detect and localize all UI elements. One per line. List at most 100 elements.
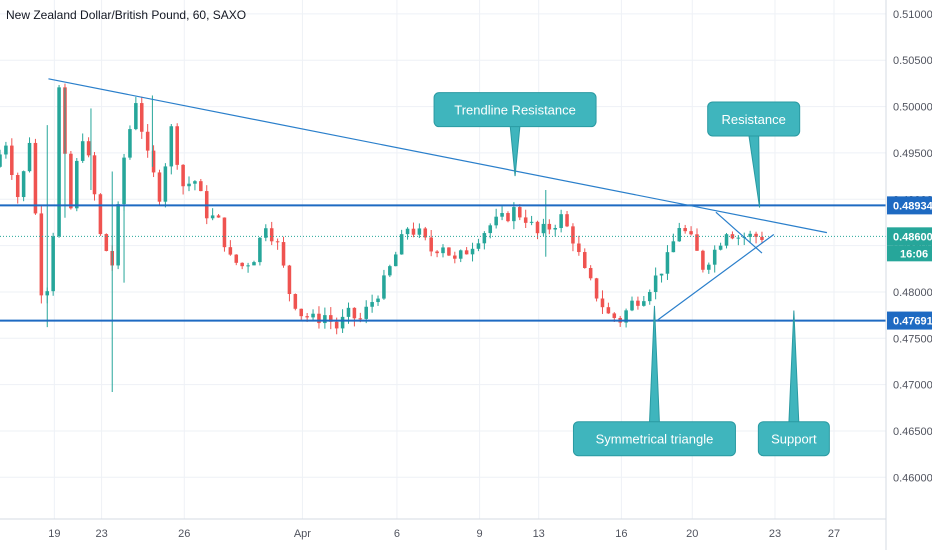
candle-body	[75, 160, 79, 209]
candle-body	[104, 234, 109, 251]
candle-body	[399, 234, 404, 255]
candle-body	[417, 228, 422, 235]
candle-body	[234, 254, 239, 263]
candle-body	[275, 241, 280, 243]
candle-body	[15, 175, 20, 198]
candle-body	[169, 126, 174, 167]
resistance-tag-label: 0.48934	[893, 200, 932, 212]
candle-body	[636, 300, 640, 306]
candle-body	[323, 315, 327, 324]
candle-body	[712, 249, 717, 265]
candle-body	[671, 241, 676, 253]
candle-body	[163, 166, 168, 202]
price-axis[interactable]: 0.510000.505000.500000.495000.490000.485…	[893, 9, 932, 484]
x-tick-label: 20	[686, 528, 698, 540]
y-tick-label: 0.49500	[893, 148, 932, 160]
candle-body	[559, 214, 563, 229]
trendline-resistance	[48, 78, 828, 234]
candle-body	[145, 131, 150, 151]
candle-body	[429, 237, 433, 252]
candle-body	[500, 213, 504, 217]
candle-body	[51, 236, 55, 292]
price-tags: 0.48934 0.47691 0.48600 16:06	[887, 196, 932, 330]
candle-body	[529, 221, 534, 223]
candle-body	[139, 103, 144, 132]
x-tick-label: 9	[477, 528, 483, 540]
candle-body	[447, 247, 451, 256]
candle-body	[299, 308, 304, 317]
candle-body	[98, 194, 103, 235]
candle-body	[187, 183, 191, 187]
x-tick-label: 23	[769, 528, 781, 540]
callout-label: Support	[771, 432, 817, 447]
x-tick-label: 23	[95, 528, 107, 540]
candle-body	[565, 214, 569, 227]
candle-body	[482, 233, 487, 244]
candle-body	[606, 307, 611, 314]
candle-body	[653, 275, 658, 293]
candle-body	[175, 126, 179, 165]
candle-body	[577, 243, 581, 253]
candle-body	[199, 181, 203, 192]
candle-body	[647, 292, 652, 302]
candle-body	[340, 316, 345, 329]
y-tick-label: 0.47000	[893, 380, 932, 392]
candle-body	[216, 215, 221, 218]
candle-body	[39, 213, 44, 296]
candle-body	[305, 316, 309, 318]
candle-body	[128, 129, 132, 158]
trendlines	[48, 78, 828, 322]
triangle-lower	[656, 233, 775, 322]
candle-body	[588, 268, 593, 279]
time-axis[interactable]: 19 23 26 Apr 6 9 13 16 20 23 27	[48, 528, 840, 540]
candle-body	[659, 273, 664, 276]
candle-body	[677, 228, 682, 242]
candle-body	[453, 255, 457, 259]
candle-body	[21, 171, 26, 198]
candle-body	[258, 237, 262, 263]
candle-body	[435, 251, 439, 254]
annotations: Trendline Resistance Resistance Symmetrica…	[433, 92, 830, 457]
candle-body	[494, 216, 498, 226]
current-price-tag-bg	[887, 227, 932, 246]
price-levels	[0, 204, 886, 322]
candle-body	[642, 301, 646, 306]
candle-body	[134, 103, 138, 130]
y-tick-label: 0.46000	[893, 472, 932, 484]
candle-body	[470, 248, 475, 255]
candle-body	[329, 315, 333, 322]
candle-body	[352, 307, 357, 319]
candle-body	[541, 223, 546, 234]
y-tick-label: 0.50500	[893, 55, 932, 67]
x-tick-label: Apr	[294, 528, 311, 540]
y-tick-label: 0.46500	[893, 426, 932, 438]
candle-body	[518, 207, 522, 218]
candle-body	[506, 213, 510, 222]
candle-body	[69, 153, 73, 209]
callout-box	[707, 101, 801, 137]
candle-body	[269, 228, 274, 242]
y-tick-label: 0.47500	[893, 333, 932, 345]
candle-body	[630, 300, 634, 311]
x-tick-label: 13	[533, 528, 545, 540]
candle-body	[80, 141, 85, 161]
chart-title: New Zealand Dollar/British Pound, 60, SA…	[6, 8, 246, 22]
trendline-resistance-callout: Trendline Resistance	[433, 92, 597, 177]
candle-body	[535, 221, 540, 234]
candle-body	[116, 204, 120, 266]
candle-body	[760, 236, 764, 240]
candle-body	[689, 231, 693, 235]
y-tick-label: 0.48000	[893, 287, 932, 299]
candle-body	[240, 262, 244, 267]
x-tick-label: 6	[394, 528, 400, 540]
candle-body	[441, 247, 445, 254]
resistance-callout: Resistance	[707, 101, 801, 208]
candle-body	[246, 265, 250, 267]
y-tick-label: 0.51000	[893, 9, 932, 21]
candle-body	[86, 141, 91, 156]
candle-body	[571, 226, 575, 244]
countdown-bg	[887, 245, 932, 262]
candle-body	[388, 266, 392, 276]
